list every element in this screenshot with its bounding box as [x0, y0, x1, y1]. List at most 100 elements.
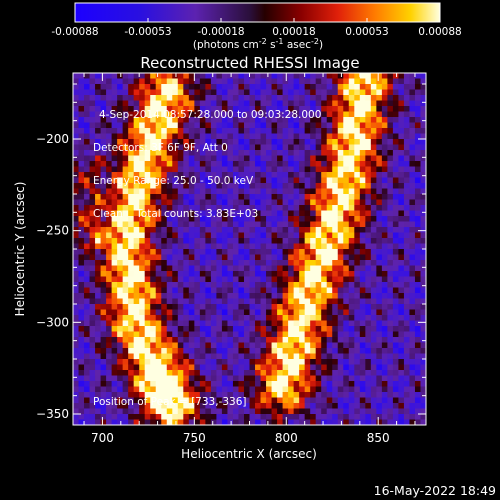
- heatmap-cell: [376, 238, 383, 244]
- heatmap-cell: [216, 161, 223, 167]
- heatmap-cell: [271, 89, 278, 96]
- heatmap-cell: [370, 199, 377, 206]
- heatmap-cell: [117, 216, 124, 222]
- heatmap-cell: [282, 89, 289, 96]
- heatmap-cell: [117, 298, 124, 305]
- heatmap-cell: [354, 205, 361, 211]
- heatmap-cell: [122, 133, 129, 140]
- heatmap-cell: [188, 166, 195, 173]
- heatmap-cell: [227, 188, 234, 195]
- heatmap-cell: [161, 342, 168, 349]
- heatmap-cell: [288, 419, 295, 426]
- heatmap-cell: [343, 199, 350, 206]
- heatmap-cell: [216, 353, 223, 360]
- heatmap-cell: [260, 133, 267, 140]
- heatmap-cell: [321, 111, 328, 118]
- heatmap-cell: [188, 128, 195, 134]
- heatmap-cell: [398, 403, 405, 409]
- heatmap-cell: [172, 364, 179, 371]
- heatmap-cell: [266, 276, 273, 283]
- heatmap-cell: [172, 89, 179, 96]
- heatmap-cell: [332, 276, 339, 283]
- heatmap-cell: [277, 408, 284, 415]
- heatmap-cell: [84, 337, 91, 343]
- heatmap-cell: [376, 403, 383, 409]
- heatmap-cell: [304, 144, 311, 151]
- heatmap-cell: [414, 287, 421, 294]
- heatmap-cell: [304, 370, 311, 376]
- heatmap-cell: [128, 320, 135, 327]
- heatmap-cell: [370, 260, 377, 266]
- heatmap-cell: [304, 414, 311, 420]
- heatmap-cell: [232, 111, 239, 118]
- heatmap-cell: [177, 133, 184, 140]
- heatmap-cell: [89, 260, 96, 266]
- heatmap-cell: [381, 386, 388, 393]
- heatmap-cell: [266, 95, 273, 101]
- heatmap-cell: [293, 370, 300, 376]
- heatmap-cell: [243, 298, 250, 305]
- heatmap-cell: [310, 381, 317, 387]
- heatmap-cell: [144, 331, 151, 338]
- heatmap-cell: [409, 304, 416, 310]
- heatmap-cell: [376, 150, 383, 156]
- heatmap-cell: [139, 375, 146, 382]
- heatmap-cell: [166, 128, 173, 134]
- heatmap-cell: [387, 183, 394, 189]
- heatmap-cell: [199, 337, 206, 343]
- heatmap-cell: [255, 276, 262, 283]
- heatmap-cell: [282, 276, 289, 283]
- heatmap-cell: [343, 309, 350, 316]
- heatmap-cell: [117, 150, 124, 156]
- heatmap-cell: [310, 282, 317, 288]
- heatmap-cell: [288, 342, 295, 349]
- heatmap-cell: [266, 172, 273, 178]
- heatmap-cell: [166, 337, 173, 343]
- heatmap-cell: [210, 331, 217, 338]
- heatmap-cell: [420, 315, 427, 321]
- heatmap-cell: [238, 243, 245, 250]
- heatmap-cell: [139, 364, 146, 371]
- heatmap-cell: [249, 238, 256, 244]
- heatmap-cell: [414, 210, 421, 217]
- heatmap-cell: [403, 359, 410, 365]
- heatmap-cell: [73, 238, 80, 244]
- heatmap-cell: [326, 326, 333, 332]
- heatmap-cell: [243, 238, 250, 244]
- heatmap-cell: [271, 73, 278, 79]
- heatmap-cell: [194, 320, 201, 327]
- heatmap-cell: [95, 375, 102, 382]
- heatmap-cell: [359, 359, 366, 365]
- heatmap-cell: [337, 293, 344, 299]
- heatmap-cell: [111, 144, 118, 151]
- heatmap-cell: [370, 73, 377, 79]
- heatmap-cell: [232, 419, 239, 426]
- heatmap-cell: [78, 249, 85, 255]
- heatmap-cell: [255, 254, 262, 261]
- heatmap-cell: [188, 205, 195, 211]
- heatmap-cell: [249, 392, 256, 398]
- heatmap-cell: [365, 304, 372, 310]
- heatmap-cell: [166, 139, 173, 145]
- heatmap-cell: [255, 183, 262, 189]
- heatmap-cell: [89, 359, 96, 365]
- heatmap-cell: [370, 419, 377, 426]
- heatmap-cell: [315, 89, 322, 96]
- heatmap-cell: [321, 95, 328, 101]
- heatmap-cell: [260, 106, 267, 112]
- heatmap-cell: [100, 183, 107, 189]
- heatmap-cell: [359, 243, 366, 250]
- heatmap-cell: [188, 199, 195, 206]
- heatmap-cell: [166, 397, 173, 404]
- heatmap-cell: [260, 320, 267, 327]
- heatmap-cell: [216, 276, 223, 283]
- heatmap-cell: [420, 320, 427, 327]
- heatmap-cell: [271, 342, 278, 349]
- heatmap-cell: [255, 342, 262, 349]
- heatmap-cell: [414, 89, 421, 96]
- heatmap-cell: [95, 419, 102, 426]
- heatmap-cell: [321, 293, 328, 299]
- heatmap-cell: [243, 359, 250, 365]
- heatmap-cell: [89, 117, 96, 123]
- heatmap-cell: [73, 150, 80, 156]
